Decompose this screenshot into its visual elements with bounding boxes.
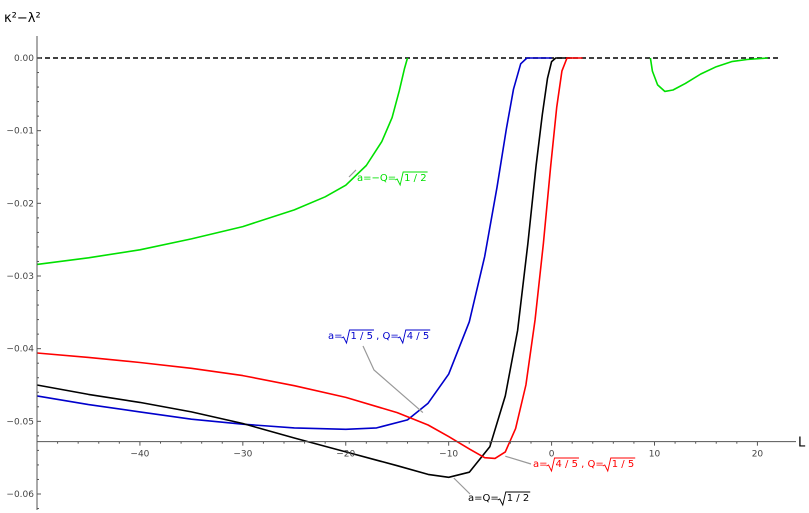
annotation-leader-line xyxy=(453,477,471,495)
axes: −40 −30 −20 −10 0 10 20 0.00 −0.01 −0.02 −0.03 −0.… xyxy=(4,11,806,510)
x-tick-label: −10 xyxy=(439,450,458,460)
y-tick-label: −0.01 xyxy=(6,127,34,137)
x-tick-label: −30 xyxy=(233,450,252,460)
x-tick-label: −20 xyxy=(336,450,355,460)
label-text: , Q= xyxy=(578,459,604,470)
radicand-text: 4 / 5 xyxy=(407,331,429,342)
annotation-leader-line xyxy=(505,455,532,465)
label-text: a=−Q= xyxy=(357,173,396,184)
x-tick-label: 10 xyxy=(649,450,661,460)
x-ticks: −40 −30 −20 −10 0 10 20 xyxy=(57,441,764,460)
series-annotation: a= 1 / 5 , Q= 4 / 5 xyxy=(328,331,429,342)
radicand-text: 1 / 2 xyxy=(404,173,426,184)
label-text: , Q= xyxy=(373,331,399,342)
y-tick-label: −0.02 xyxy=(6,199,34,209)
radicand-text: 1 / 5 xyxy=(612,459,634,470)
label-text: a= xyxy=(328,331,343,342)
y-tick-label: −0.06 xyxy=(6,490,34,500)
x-tick-label: 20 xyxy=(752,450,764,460)
x-tick-label: 0 xyxy=(549,450,555,460)
label-text: a= xyxy=(533,459,548,470)
x-tick-label: −40 xyxy=(130,450,149,460)
y-tick-label: 0.00 xyxy=(14,54,34,64)
label-text: a=Q= xyxy=(468,493,499,504)
y-axis-title: κ²−λ² xyxy=(4,11,41,26)
radicand-text: 1 / 5 xyxy=(351,331,373,342)
radicand-text: 4 / 5 xyxy=(556,459,578,470)
y-ticks: 0.00 −0.01 −0.02 −0.03 −0.04 −0.05 −0.06 xyxy=(6,54,41,510)
radical-sign xyxy=(497,491,531,507)
y-tick-label: −0.03 xyxy=(6,272,34,282)
annotation-layer: a=−Q= 1 / 2a= 1 / 5 , Q= 4 / 5a=Q= 1 / 2a= 4 … xyxy=(328,169,636,507)
radical-sign xyxy=(394,171,428,187)
radical-sign xyxy=(546,457,579,473)
series-0-line-segment-0 xyxy=(36,57,409,266)
series-3-line xyxy=(36,57,583,460)
series-2-line xyxy=(36,57,573,479)
series-1-line xyxy=(36,57,552,431)
radicand-text: 1 / 2 xyxy=(507,493,529,504)
radical-sign xyxy=(602,457,636,473)
radical-sign xyxy=(341,329,374,345)
y-tick-label: −0.04 xyxy=(6,345,34,355)
annotation-leader-line xyxy=(362,345,424,414)
annotation-leader-line xyxy=(348,169,357,178)
series-layer xyxy=(36,57,768,479)
x-axis-title: L xyxy=(798,436,806,451)
series-annotation: a=−Q= 1 / 2 xyxy=(357,173,427,184)
radical-sign xyxy=(397,329,431,345)
series-annotation: a=Q= 1 / 2 xyxy=(468,493,529,504)
y-tick-label: −0.05 xyxy=(6,417,34,427)
series-0-line-segment-1 xyxy=(649,57,768,93)
plot-area: a=−Q= 1 / 2a= 1 / 5 , Q= 4 / 5a=Q= 1 / 2a= 4 … xyxy=(36,57,778,507)
series-annotation: a= 4 / 5 , Q= 1 / 5 xyxy=(533,459,634,470)
